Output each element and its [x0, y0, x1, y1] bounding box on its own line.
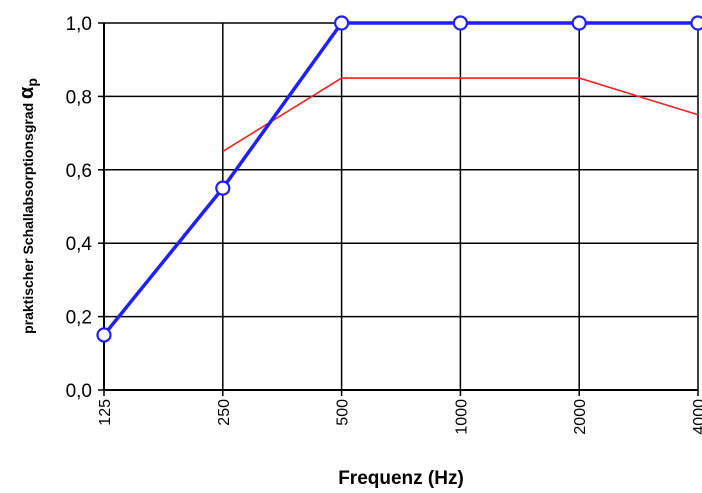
x-tick-label: 250 [216, 399, 233, 426]
grid-layer [98, 23, 698, 396]
y-axis-label-symbol: α [16, 86, 38, 99]
y-tick-label: 0,6 [66, 161, 92, 182]
data-point-marker [454, 17, 467, 30]
y-tick-labels: 0,0 0,2 0,4 0,6 0,8 1,0 [66, 14, 93, 402]
x-tick-label: 4000 [691, 399, 702, 435]
x-tick-label: 2000 [572, 399, 589, 435]
y-axis-label-text: praktischer Schallabsorptionsgrad [20, 99, 36, 334]
y-tick-label: 0,0 [66, 381, 92, 402]
series-line-1 [104, 23, 698, 335]
y-axis-label-subscript: p [24, 78, 40, 87]
data-point-marker [335, 17, 348, 30]
x-tick-label: 500 [335, 399, 352, 426]
x-tick-labels: 125 250 500 1000 2000 4000 [97, 399, 702, 435]
data-point-marker [573, 17, 586, 30]
series-layer [98, 17, 702, 342]
x-tick-label: 1000 [453, 399, 470, 435]
y-tick-label: 0,2 [66, 308, 92, 329]
x-tick-label: 125 [97, 399, 114, 426]
x-axis-label: Frequenz (Hz) [338, 468, 464, 488]
data-point-marker [692, 17, 702, 30]
y-tick-label: 0,8 [66, 87, 92, 108]
y-tick-label: 0,4 [66, 234, 93, 255]
y-axis-label: praktischer Schallabsorptionsgrad αp [16, 78, 40, 334]
data-point-marker [216, 182, 229, 195]
data-point-marker [98, 328, 111, 341]
y-tick-label: 1,0 [66, 14, 92, 35]
